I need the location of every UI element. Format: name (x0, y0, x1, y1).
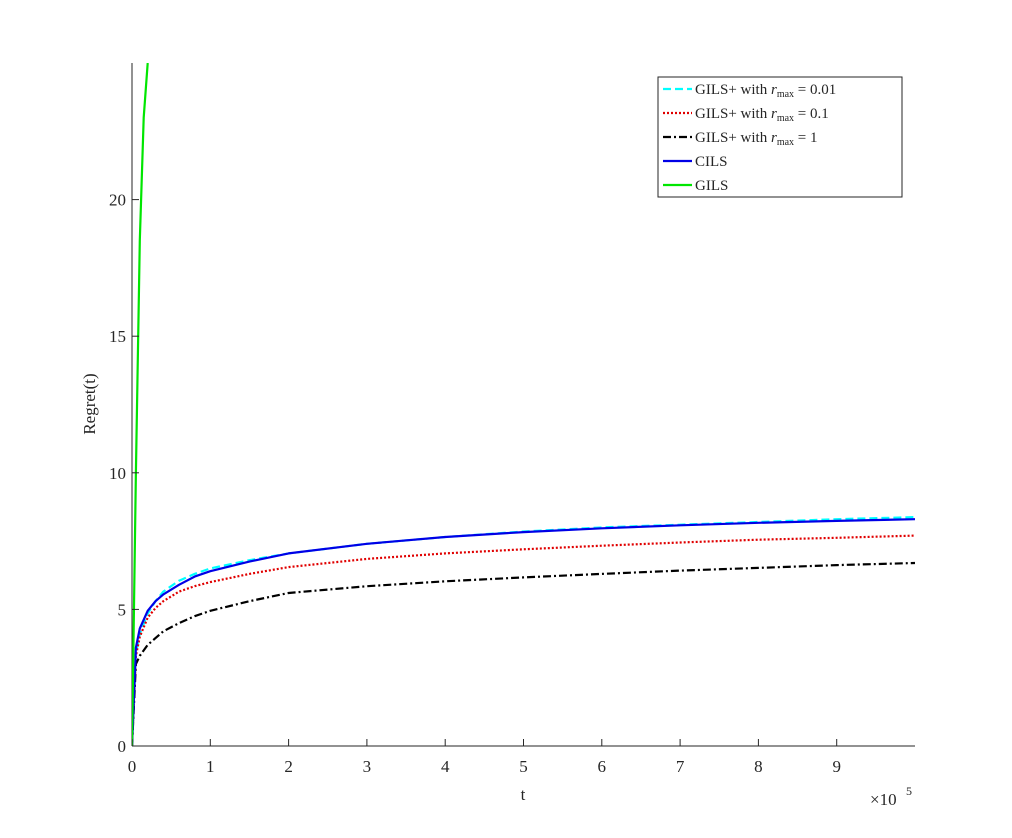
x-tick-label: 1 (206, 757, 215, 776)
series-line-2 (132, 561, 915, 746)
legend-label-0: GILS+ with rmax = 0.01 (695, 82, 836, 100)
legend-label-3: CILS (695, 154, 728, 170)
x-multiplier-exponent: 5 (906, 784, 912, 798)
x-tick-label: 7 (676, 757, 685, 776)
legend-label-2: GILS+ with rmax = 1 (695, 130, 818, 148)
legend-box (657, 76, 903, 198)
y-tick-label: 0 (118, 737, 127, 756)
ticks-layer: 0 1 2 3 4 5 6 7 8 9 0 5 10 15 20 (109, 191, 841, 776)
legend-label-4: GILS (695, 178, 728, 194)
series-line-1 (132, 534, 915, 746)
y-axis-label: Regret(t) (80, 373, 99, 434)
legend-label-1: GILS+ with rmax = 0.1 (695, 106, 829, 124)
x-tick-label: 0 (128, 757, 137, 776)
series-line-3 (132, 518, 915, 746)
x-tick-label: 4 (441, 757, 450, 776)
legend: GILS+ with rmax = 0.01 GILS+ with rmax = … (657, 76, 903, 198)
x-tick-label: 9 (832, 757, 841, 776)
y-tick-label: 10 (109, 464, 126, 483)
y-tick-label: 15 (109, 327, 126, 346)
y-tick-label: 5 (118, 600, 127, 619)
x-tick-label: 6 (598, 757, 607, 776)
x-tick-label: 3 (363, 757, 372, 776)
series-line-0 (132, 516, 915, 746)
x-axis-label: t (521, 785, 526, 804)
y-tick-label: 20 (109, 191, 126, 210)
x-axis-multiplier: ×10 5 (870, 784, 912, 809)
series-line-4 (132, 63, 149, 746)
x-tick-label: 5 (519, 757, 528, 776)
x-tick-label: 8 (754, 757, 763, 776)
x-tick-label: 2 (284, 757, 293, 776)
x-multiplier-text: ×10 (870, 790, 897, 809)
series-layer (132, 63, 915, 746)
